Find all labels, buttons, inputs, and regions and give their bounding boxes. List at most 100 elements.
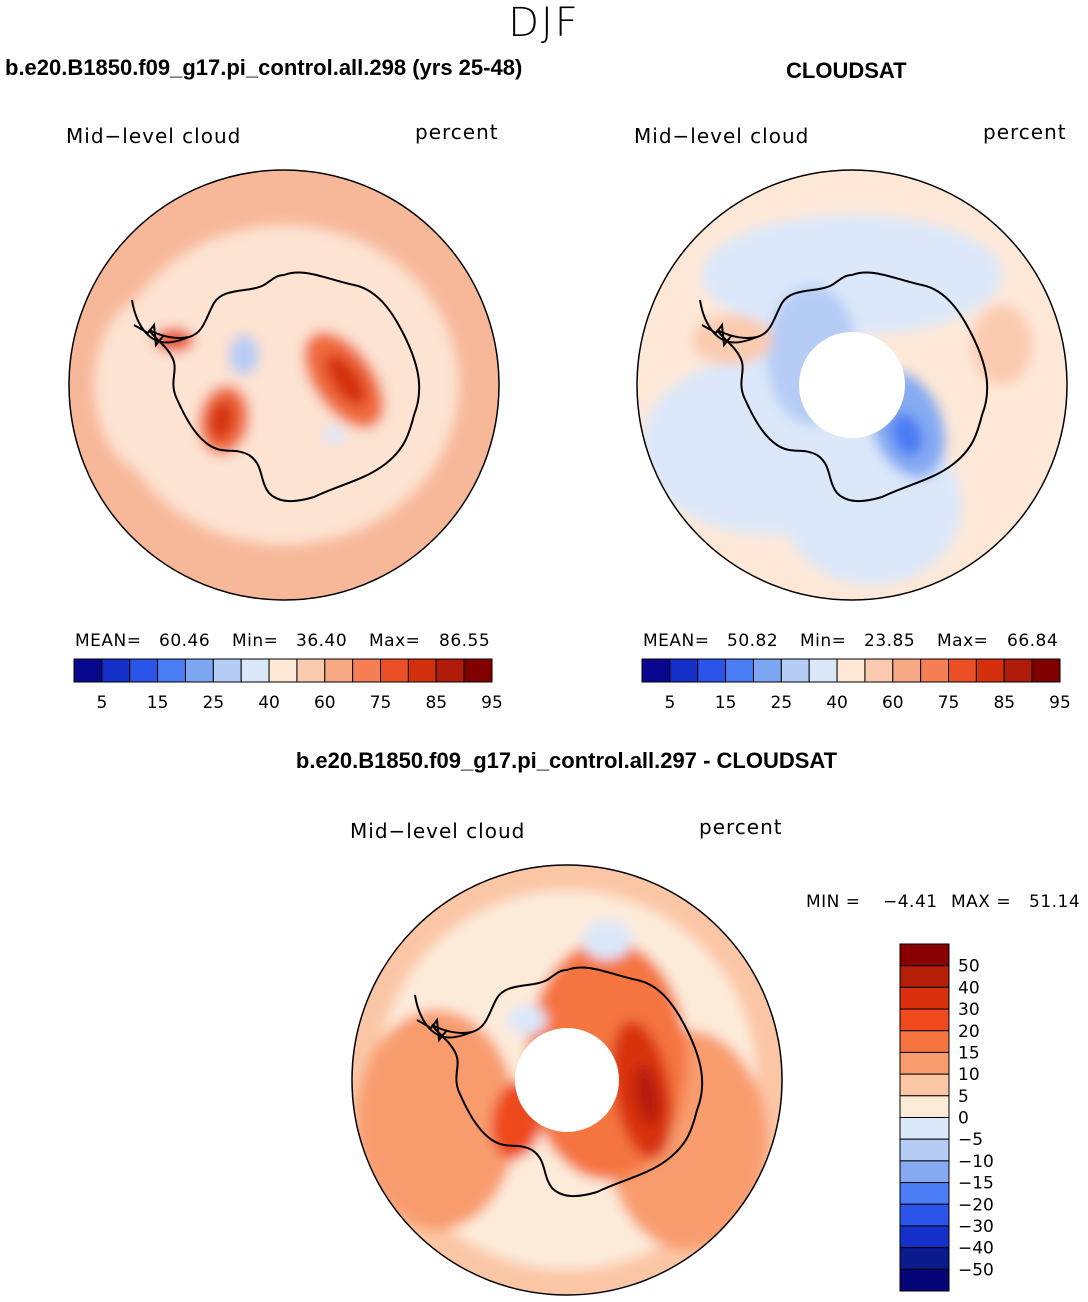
panel1-colorbar-swatch-14 (463, 658, 493, 683)
diff-missing-data (515, 1028, 619, 1132)
panel2-colorbar-swatch-7 (836, 658, 866, 683)
panel1-contour-1 (94, 295, 214, 475)
panel1-colorbar: 5 15 25 40 60 75 85 95 (73, 658, 503, 713)
panel2-map (636, 169, 1068, 601)
diff-colorbar-swatch-5 (899, 1051, 950, 1075)
panel1-colorbar-swatch-11 (380, 658, 409, 683)
panel2-colorbar-tick-label: 5 (664, 693, 675, 713)
diff-colorbar-swatch-13 (899, 1225, 950, 1249)
panel1-contour-0 (109, 225, 459, 545)
panel2-border (636, 169, 1068, 601)
diff-colorbar-tick-label: −5 (958, 1130, 983, 1150)
panel1-mean-label: MEAN= (75, 631, 142, 651)
diff-colorbar-tick-label: 50 (958, 957, 980, 977)
diff-colorbar-swatch-15 (899, 1268, 950, 1292)
diff-colorbar-swatch-6 (899, 1073, 950, 1097)
panel1-colorbar-tick-label: 85 (425, 693, 447, 713)
panel1-colorbar-swatch-5 (212, 658, 242, 683)
panel2-max-label: Max= (937, 631, 989, 651)
diff-colorbar-tick-label: 20 (958, 1022, 980, 1042)
panel2-max: 66.84 (1007, 631, 1059, 651)
diff-map (351, 864, 783, 1296)
diff-contour-8 (507, 1005, 547, 1035)
diff-max-label: MAX = (951, 892, 1012, 912)
diff-min-label: MIN = (806, 892, 861, 912)
panel2-colorbar-swatch-3 (725, 658, 754, 683)
panel2-colorbar-swatch-14 (1031, 658, 1061, 683)
diff-colorbar-swatch-2 (899, 986, 950, 1010)
panel1-contours (74, 225, 459, 595)
diff-colorbar-tick-label: −30 (958, 1217, 994, 1237)
panel2-colorbar-swatch-13 (1003, 658, 1033, 683)
panel2-mean-label: MEAN= (643, 631, 710, 651)
diff-colorbar-tick-label: 10 (958, 1065, 980, 1085)
diff-contour-1 (357, 1010, 517, 1230)
diff-max: 51.14 (1029, 892, 1081, 912)
panel2-colorbar-swatch-0 (641, 658, 671, 683)
panel1-colorbar-swatch-2 (129, 658, 159, 683)
diff-colorbar-tick-label: −15 (958, 1174, 994, 1194)
panel1-units: percent (415, 120, 499, 144)
panel1-colorbar-tick-label: 5 (96, 693, 107, 713)
panel2-mean: 50.82 (727, 631, 779, 651)
diff-units: percent (699, 815, 783, 839)
panel1-colorbar-tick-label: 15 (147, 693, 169, 713)
panel2-contour-6 (692, 315, 772, 365)
panel1-colorbar-tick-label: 60 (314, 693, 336, 713)
diff-colorbar-tick-label: −20 (958, 1195, 994, 1215)
panel2-colorbar-swatch-9 (892, 658, 922, 683)
diff-contour-5 (634, 1065, 660, 1125)
diff-colorbar-swatch-12 (899, 1203, 950, 1227)
panel1-colorbar-swatch-8 (296, 658, 326, 683)
diff-contour-7 (427, 1030, 487, 1070)
panel2-colorbar-tick-label: 60 (882, 693, 904, 713)
panel2-units: percent (983, 120, 1067, 144)
panel2-colorbar-swatch-1 (669, 658, 699, 683)
diff-colorbar-swatch-10 (899, 1160, 950, 1184)
panel2-colorbar-swatch-4 (752, 658, 782, 683)
diff-colorbar-swatch-8 (899, 1117, 950, 1140)
panel2-colorbar-tick-label: 40 (826, 693, 848, 713)
diff-variable: Mid−level cloud (350, 819, 526, 843)
diff-min: −4.41 (883, 892, 938, 912)
panel2-min-label: Min= (800, 631, 847, 651)
panel2-missing-data (799, 332, 905, 438)
panel1-colorbar-tick-label: 95 (481, 693, 503, 713)
diff-colorbar-swatch-7 (899, 1095, 950, 1118)
panel1-title: b.e20.B1850.f09_g17.pi_control.all.298 (… (5, 55, 523, 80)
panel2-colorbar-swatch-12 (975, 658, 1005, 683)
panel2-contour-5 (891, 413, 923, 457)
panel1-colorbar-swatch-6 (240, 658, 270, 683)
panel1-contour-7 (229, 335, 259, 375)
season-title: DJF (508, 0, 580, 46)
diff-colorbar-tick-label: 5 (958, 1087, 969, 1107)
panel1-colorbar-swatch-13 (435, 658, 465, 683)
panel1-colorbar-swatch-0 (73, 658, 103, 683)
panel1-contour-9 (74, 575, 154, 595)
panel1-field (69, 170, 499, 600)
panel2-contour-7 (972, 305, 1032, 385)
panel1-colorbar-tick-label: 40 (258, 693, 280, 713)
diff-contour-9 (582, 920, 632, 960)
panel1-max-label: Max= (369, 631, 421, 651)
panel1-max: 86.55 (439, 631, 491, 651)
diff-colorbar-swatch-1 (899, 965, 950, 988)
panel2-colorbar-swatch-5 (780, 658, 810, 683)
diff-field (352, 865, 782, 1295)
panel2-colorbar-swatch-10 (920, 658, 950, 683)
diff-colorbar-swatch-3 (899, 1008, 950, 1032)
panel1-colorbar-swatch-3 (157, 658, 186, 683)
diff-colorbar-tick-label: −50 (958, 1260, 994, 1280)
panel2-colorbar-tick-label: 85 (993, 693, 1015, 713)
diff-colorbar-swatch-14 (899, 1247, 950, 1270)
panel1-colorbar-tick-label: 25 (203, 693, 225, 713)
panel1-colorbar-swatch-9 (324, 658, 354, 683)
diff-colorbar-tick-label: 30 (958, 1000, 980, 1020)
panel1-colorbar-swatch-4 (184, 658, 214, 683)
diff-title: b.e20.B1850.f09_g17.pi_control.all.297 -… (295, 748, 838, 773)
diff-colorbar-swatch-11 (899, 1182, 950, 1205)
diff-colorbar-tick-label: 0 (958, 1109, 969, 1129)
panel2-colorbar-swatch-6 (808, 658, 838, 683)
